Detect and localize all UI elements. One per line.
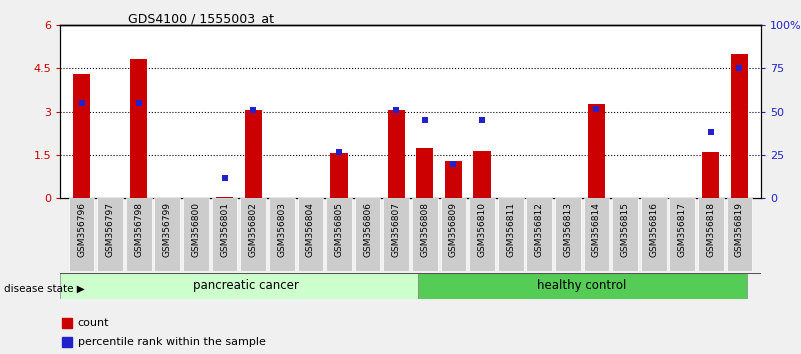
Text: GSM356811: GSM356811: [506, 202, 515, 257]
FancyBboxPatch shape: [297, 198, 324, 271]
Text: pancreatic cancer: pancreatic cancer: [193, 279, 299, 292]
FancyBboxPatch shape: [497, 198, 524, 271]
FancyBboxPatch shape: [441, 198, 466, 271]
Text: GSM356809: GSM356809: [449, 202, 458, 257]
Text: GSM356798: GSM356798: [135, 202, 143, 257]
Bar: [388, 110, 405, 198]
Bar: [473, 150, 490, 198]
Bar: [73, 74, 90, 198]
FancyBboxPatch shape: [555, 198, 581, 271]
FancyBboxPatch shape: [183, 198, 209, 271]
Bar: [588, 104, 605, 198]
FancyBboxPatch shape: [469, 198, 495, 271]
FancyBboxPatch shape: [526, 198, 552, 271]
FancyBboxPatch shape: [211, 198, 237, 271]
FancyBboxPatch shape: [727, 198, 752, 271]
Text: GSM356796: GSM356796: [77, 202, 86, 257]
FancyBboxPatch shape: [412, 198, 437, 271]
FancyBboxPatch shape: [670, 198, 695, 271]
Text: percentile rank within the sample: percentile rank within the sample: [78, 337, 265, 347]
Text: GSM356812: GSM356812: [535, 202, 544, 257]
FancyBboxPatch shape: [240, 198, 266, 271]
Text: GSM356816: GSM356816: [649, 202, 658, 257]
FancyBboxPatch shape: [355, 198, 380, 271]
Bar: [244, 110, 262, 198]
Text: GSM356803: GSM356803: [277, 202, 286, 257]
Text: GSM356810: GSM356810: [477, 202, 486, 257]
Text: GDS4100 / 1555003_at: GDS4100 / 1555003_at: [128, 12, 274, 25]
Text: GSM356807: GSM356807: [392, 202, 400, 257]
Text: GSM356813: GSM356813: [563, 202, 573, 257]
Text: healthy control: healthy control: [537, 279, 627, 292]
Text: GSM356815: GSM356815: [621, 202, 630, 257]
Text: GSM356819: GSM356819: [735, 202, 744, 257]
FancyBboxPatch shape: [60, 273, 417, 299]
FancyBboxPatch shape: [384, 198, 409, 271]
FancyBboxPatch shape: [698, 198, 724, 271]
FancyBboxPatch shape: [641, 198, 666, 271]
Bar: [731, 54, 748, 198]
FancyBboxPatch shape: [126, 198, 151, 271]
Bar: [702, 152, 719, 198]
Text: GSM356817: GSM356817: [678, 202, 686, 257]
Bar: [417, 148, 433, 198]
Text: GSM356802: GSM356802: [248, 202, 258, 257]
FancyBboxPatch shape: [155, 198, 180, 271]
FancyBboxPatch shape: [269, 198, 295, 271]
FancyBboxPatch shape: [417, 273, 747, 299]
FancyBboxPatch shape: [97, 198, 123, 271]
FancyBboxPatch shape: [612, 198, 638, 271]
Text: GSM356804: GSM356804: [306, 202, 315, 257]
Text: GSM356799: GSM356799: [163, 202, 172, 257]
Bar: [330, 153, 348, 198]
Text: GSM356801: GSM356801: [220, 202, 229, 257]
Text: disease state ▶: disease state ▶: [4, 284, 85, 293]
FancyBboxPatch shape: [584, 198, 610, 271]
Text: GSM356805: GSM356805: [335, 202, 344, 257]
Text: GSM356808: GSM356808: [421, 202, 429, 257]
FancyBboxPatch shape: [326, 198, 352, 271]
Text: GSM356818: GSM356818: [706, 202, 715, 257]
Text: count: count: [78, 318, 109, 328]
Bar: [445, 161, 462, 198]
FancyBboxPatch shape: [69, 198, 95, 271]
Bar: [130, 59, 147, 198]
Text: GSM356800: GSM356800: [191, 202, 200, 257]
Bar: [216, 197, 233, 198]
Text: GSM356797: GSM356797: [106, 202, 115, 257]
Text: GSM356814: GSM356814: [592, 202, 601, 257]
Text: GSM356806: GSM356806: [363, 202, 372, 257]
